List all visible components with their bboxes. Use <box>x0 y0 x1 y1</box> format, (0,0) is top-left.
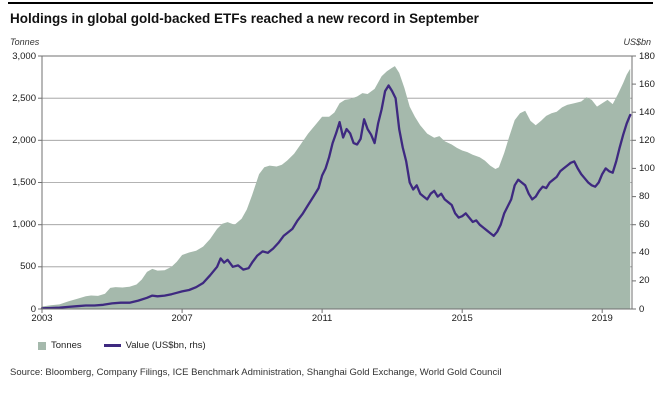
chart-title: Holdings in global gold-backed ETFs reac… <box>10 11 479 26</box>
right-axis-tick-label: 20 <box>639 275 650 287</box>
right-axis-tick-label: 180 <box>639 50 655 62</box>
legend-label-value: Value (US$bn, rhs) <box>125 340 206 351</box>
legend-item-tonnes: Tonnes <box>38 340 82 351</box>
left-axis-tick-label: 0 <box>30 303 36 315</box>
legend-label-tonnes: Tonnes <box>51 340 82 351</box>
x-axis-tick-label: 2019 <box>591 313 613 324</box>
tonnes-area-series <box>42 66 631 309</box>
right-axis-tick-label: 100 <box>639 162 655 174</box>
x-axis-tick-label: 2011 <box>311 313 333 324</box>
x-axis-tick-label: 2015 <box>451 313 473 324</box>
x-axis-tick-label: 2003 <box>31 313 53 324</box>
left-axis-tick-label: 1,000 <box>12 219 36 231</box>
right-axis-tick-label: 160 <box>639 78 655 90</box>
left-axis-tick-label: 2,000 <box>12 134 36 146</box>
right-axis-unit-label: US$bn <box>623 37 651 47</box>
tonnes-area-swatch <box>38 341 46 350</box>
legend: Tonnes Value (US$bn, rhs) <box>38 340 220 351</box>
right-axis-tick-label: 120 <box>639 134 655 146</box>
right-axis-tick-label: 140 <box>639 106 655 118</box>
left-axis-tick-label: 1,500 <box>12 177 36 188</box>
right-axis-tick-label: 80 <box>639 191 650 203</box>
left-axis-tick-label: 500 <box>20 261 36 273</box>
left-axis-unit-label: Tonnes <box>10 37 40 47</box>
x-axis-tick-label: 2007 <box>171 313 193 324</box>
legend-item-value: Value (US$bn, rhs) <box>103 340 206 351</box>
left-axis-tick-label: 3,000 <box>12 50 36 62</box>
right-axis-tick-label: 40 <box>639 247 650 259</box>
left-axis-tick-label: 2,500 <box>12 92 36 104</box>
right-axis-tick-label: 60 <box>639 219 650 231</box>
right-axis-tick-label: 0 <box>639 303 645 315</box>
source-attribution: Source: Bloomberg, Company Filings, ICE … <box>10 367 502 378</box>
value-line-swatch <box>103 344 121 347</box>
plot-canvas <box>38 55 636 313</box>
value-line-series <box>40 84 632 310</box>
title-rule <box>8 2 653 4</box>
